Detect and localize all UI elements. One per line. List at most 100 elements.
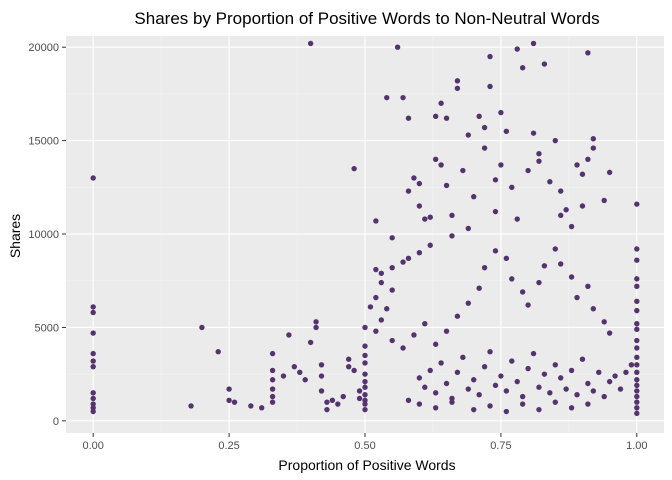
data-point bbox=[487, 349, 493, 355]
data-point bbox=[530, 40, 537, 47]
data-point bbox=[416, 203, 423, 209]
data-point bbox=[427, 242, 433, 248]
data-point bbox=[634, 393, 640, 400]
data-point bbox=[465, 132, 471, 138]
data-point bbox=[552, 362, 558, 368]
data-point bbox=[90, 175, 96, 181]
data-point bbox=[519, 65, 526, 71]
data-point bbox=[269, 386, 276, 392]
data-point bbox=[307, 339, 314, 346]
data-point bbox=[422, 321, 428, 327]
data-point bbox=[313, 324, 319, 331]
data-point bbox=[601, 393, 607, 400]
data-point bbox=[558, 375, 564, 381]
data-point bbox=[634, 345, 640, 351]
data-point bbox=[498, 162, 504, 168]
y-tick-label: 10000 bbox=[28, 229, 59, 241]
data-point bbox=[215, 349, 221, 355]
data-point bbox=[536, 406, 542, 413]
data-point bbox=[634, 321, 640, 327]
data-point bbox=[585, 380, 591, 387]
data-point bbox=[400, 94, 406, 101]
data-point bbox=[590, 306, 597, 312]
data-point bbox=[90, 350, 96, 357]
data-point bbox=[302, 377, 308, 383]
data-point bbox=[188, 403, 194, 409]
data-point bbox=[558, 261, 564, 267]
data-point bbox=[634, 246, 640, 252]
data-point bbox=[400, 345, 406, 351]
data-point bbox=[231, 399, 238, 405]
data-point bbox=[634, 283, 640, 290]
data-point bbox=[90, 309, 96, 316]
data-point bbox=[318, 388, 325, 394]
data-point bbox=[634, 298, 640, 304]
data-points bbox=[90, 40, 640, 417]
data-point bbox=[335, 401, 341, 407]
data-point bbox=[362, 352, 368, 359]
data-point bbox=[362, 384, 368, 390]
data-point bbox=[432, 156, 439, 163]
data-point bbox=[481, 145, 488, 151]
data-point bbox=[503, 408, 510, 415]
data-point bbox=[465, 225, 471, 232]
data-point bbox=[634, 354, 640, 361]
y-axis: 0 5000 10000 15000 20000 bbox=[28, 42, 66, 428]
data-point bbox=[378, 270, 385, 276]
data-point bbox=[541, 371, 548, 377]
data-point bbox=[373, 266, 379, 273]
data-point bbox=[558, 212, 564, 219]
data-point bbox=[492, 382, 499, 389]
data-point bbox=[373, 328, 379, 334]
data-point bbox=[606, 330, 613, 336]
data-point bbox=[416, 250, 423, 256]
data-point bbox=[585, 401, 591, 407]
data-point bbox=[427, 367, 433, 374]
data-point bbox=[623, 369, 629, 375]
data-point bbox=[476, 285, 482, 291]
chart-title: Shares by Proportion of Positive Words t… bbox=[134, 9, 599, 28]
data-point bbox=[286, 332, 292, 338]
data-point bbox=[536, 158, 542, 164]
data-point bbox=[509, 184, 515, 191]
data-point bbox=[476, 392, 482, 398]
data-point bbox=[590, 145, 597, 151]
data-point bbox=[449, 212, 455, 219]
data-point bbox=[324, 399, 330, 405]
data-point bbox=[432, 390, 439, 396]
data-point bbox=[563, 207, 569, 213]
data-point bbox=[318, 373, 325, 379]
data-point bbox=[634, 388, 640, 394]
data-point bbox=[90, 390, 96, 396]
data-point bbox=[585, 283, 591, 290]
data-point bbox=[460, 167, 466, 174]
data-point bbox=[362, 406, 368, 413]
data-point bbox=[541, 61, 548, 67]
data-point bbox=[628, 362, 635, 368]
data-point bbox=[405, 188, 412, 194]
data-point bbox=[498, 109, 504, 116]
data-point bbox=[297, 369, 303, 375]
x-tick-label: 0.00 bbox=[82, 440, 103, 452]
data-point bbox=[536, 384, 542, 390]
data-point bbox=[590, 388, 597, 394]
data-point bbox=[416, 180, 423, 187]
data-point bbox=[443, 115, 450, 121]
data-point bbox=[579, 203, 586, 209]
data-point bbox=[552, 399, 558, 405]
data-point bbox=[519, 401, 526, 407]
data-point bbox=[438, 162, 444, 168]
data-point bbox=[449, 399, 455, 405]
data-point bbox=[269, 350, 276, 357]
data-point bbox=[519, 393, 526, 400]
data-point bbox=[362, 324, 368, 331]
data-point bbox=[324, 406, 330, 413]
data-point bbox=[634, 410, 640, 417]
data-point bbox=[585, 50, 591, 56]
data-point bbox=[634, 307, 640, 314]
data-point bbox=[471, 406, 477, 413]
data-point bbox=[530, 350, 537, 357]
data-point bbox=[432, 405, 439, 411]
data-point bbox=[547, 179, 553, 185]
